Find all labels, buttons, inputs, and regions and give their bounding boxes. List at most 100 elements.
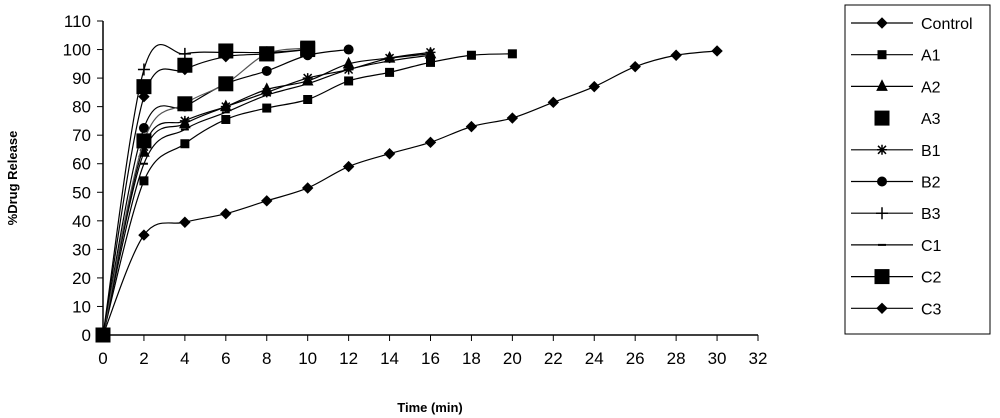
legend-label: C3 <box>921 301 942 318</box>
data-point <box>221 114 231 124</box>
legend-item-c3: C3 <box>851 301 942 318</box>
x-tick-label: 0 <box>98 349 107 368</box>
data-point <box>424 136 437 149</box>
series-c1 <box>99 54 435 336</box>
data-point <box>179 216 191 228</box>
legend-item-control: Control <box>851 16 973 33</box>
legend-label: C1 <box>921 238 942 255</box>
x-tick-label: 2 <box>139 349 148 368</box>
data-point <box>179 115 190 126</box>
legend-item-a3: A3 <box>874 110 941 128</box>
x-tick-label: 32 <box>749 349 768 368</box>
legend-item-b3: B3 <box>851 206 941 223</box>
data-point <box>261 65 272 76</box>
legend-label: B3 <box>921 206 941 223</box>
legend-label: Control <box>921 16 973 33</box>
data-point <box>588 80 600 93</box>
legend-label: B2 <box>921 175 941 192</box>
x-tick-label: 18 <box>462 349 481 368</box>
x-tick-label: 24 <box>585 349 604 368</box>
y-tick-label: 110 <box>64 12 91 31</box>
data-point <box>218 76 234 92</box>
x-tick-label: 20 <box>503 349 522 368</box>
y-tick-label: 80 <box>72 98 91 117</box>
series-a1 <box>98 49 517 340</box>
legend-marker <box>877 176 887 187</box>
legend-item-a2: A2 <box>851 79 941 96</box>
data-point <box>302 73 313 84</box>
x-tick-label: 6 <box>221 349 230 368</box>
x-tick-label: 28 <box>667 349 686 368</box>
x-axis-label: Time (min) <box>397 400 463 415</box>
x-tick-label: 30 <box>708 349 727 368</box>
data-point <box>425 47 436 58</box>
y-axis-label: %Drug Release <box>5 131 20 226</box>
y-tick-label: 60 <box>72 155 91 174</box>
data-point <box>137 63 150 76</box>
legend-marker <box>876 79 888 91</box>
data-point <box>383 148 396 160</box>
data-point <box>342 160 355 173</box>
y-tick-label: 70 <box>72 126 91 145</box>
data-point <box>344 76 354 86</box>
data-point <box>261 195 273 207</box>
legend-box <box>844 4 991 335</box>
data-point <box>262 103 272 113</box>
x-tick-label: 8 <box>262 349 271 368</box>
legend-item-b1: B1 <box>851 143 941 160</box>
x-tick-label: 14 <box>380 349 399 368</box>
data-point <box>426 57 435 67</box>
data-point <box>180 139 190 149</box>
legend: Control A1 A2 A3 B1 B2 B3 C1 C2 C3 <box>851 16 973 318</box>
y-tick-label: 30 <box>72 240 91 259</box>
data-point <box>301 182 314 194</box>
data-point <box>138 229 150 241</box>
y-tick-label: 10 <box>72 297 91 316</box>
data-point <box>547 96 560 109</box>
data-point <box>177 96 193 112</box>
series-line <box>102 54 431 336</box>
data-point <box>301 43 314 56</box>
series-line <box>102 47 308 336</box>
legend-marker <box>876 302 888 315</box>
data-point <box>261 87 272 98</box>
legend-label: A3 <box>921 111 941 128</box>
legend-item-c1: C1 <box>851 238 942 255</box>
legend-marker <box>874 269 890 285</box>
legend-marker <box>876 17 888 29</box>
series-control <box>97 45 723 341</box>
data-point <box>385 67 395 77</box>
legend-label: B1 <box>921 143 941 160</box>
data-point <box>261 48 273 60</box>
data-point <box>179 63 191 76</box>
y-tick-label: 90 <box>72 69 91 88</box>
legend-label: A1 <box>921 48 941 65</box>
series-b3 <box>97 43 314 341</box>
series-line <box>102 53 513 336</box>
data-point <box>303 95 313 104</box>
data-point <box>506 112 519 124</box>
series-c3 <box>97 43 314 341</box>
series-line <box>102 51 431 336</box>
data-point <box>138 123 149 134</box>
y-tick-label: 100 <box>63 41 91 60</box>
y-tick-label: 20 <box>72 269 91 288</box>
data-point <box>220 207 232 220</box>
data-point <box>670 49 682 61</box>
data-point <box>97 329 109 341</box>
x-tick-label: 10 <box>298 349 317 368</box>
data-point <box>138 90 150 103</box>
legend-label: C2 <box>921 270 942 287</box>
data-point <box>711 45 723 57</box>
data-point <box>629 60 641 73</box>
legend-item-a1: A1 <box>851 48 941 65</box>
x-tick-label: 16 <box>421 349 440 368</box>
data-point <box>465 120 478 133</box>
data-point <box>139 176 149 186</box>
series-line <box>102 50 718 336</box>
legend-item-c2: C2 <box>851 269 942 287</box>
y-tick-label: 50 <box>72 183 91 202</box>
data-point <box>178 47 191 60</box>
data-point <box>136 133 152 149</box>
